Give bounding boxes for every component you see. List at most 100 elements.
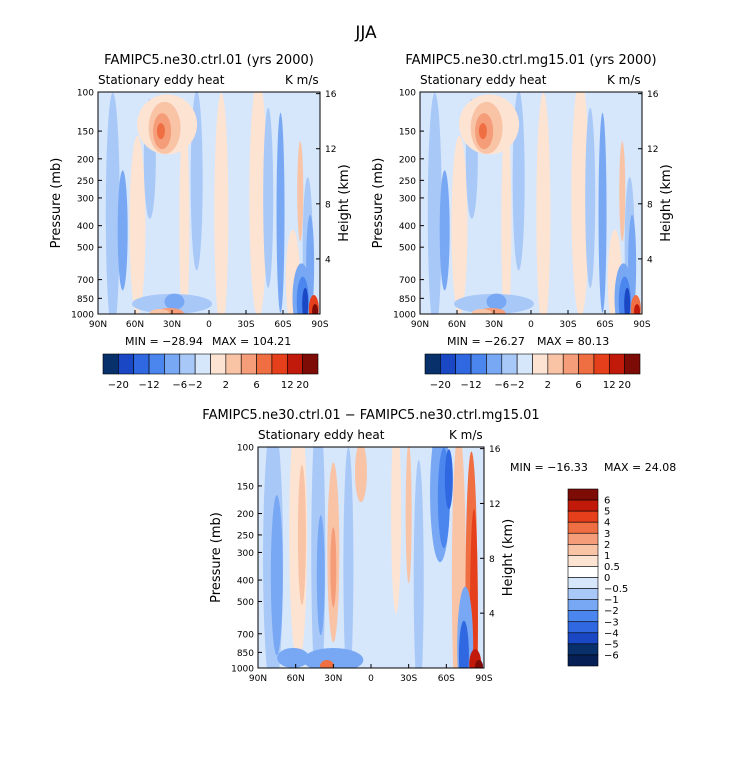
min-label: MIN = −28.94 bbox=[125, 335, 203, 348]
colorbar-cell bbox=[567, 521, 599, 534]
contour-region bbox=[354, 447, 367, 503]
contour-region bbox=[451, 447, 466, 668]
colorbar-label: 0 bbox=[604, 573, 610, 584]
x-tick-label: 30S bbox=[400, 674, 417, 684]
min-label: MIN = −16.33 bbox=[510, 461, 588, 474]
colorbar-cell bbox=[440, 353, 457, 375]
colorbar-cell bbox=[532, 353, 549, 375]
y-tick-label: 100 bbox=[237, 444, 254, 454]
contour-region bbox=[624, 287, 631, 314]
panel-2: FAMIPC5.ne30.ctrl.mg15.01 (yrs 2000) Stat… bbox=[371, 53, 674, 391]
colorbar-label: −6 bbox=[172, 380, 187, 391]
colorbar-cell bbox=[225, 353, 242, 375]
x-tick-label: 90S bbox=[475, 674, 492, 684]
contour-region bbox=[501, 115, 512, 314]
y-tick-label: 150 bbox=[77, 128, 94, 138]
x-tick-label: 60N bbox=[448, 320, 466, 330]
y-right-tick-label: 4 bbox=[489, 610, 495, 620]
colorbar-label: −2 bbox=[510, 380, 525, 391]
min-label: MIN = −26.27 bbox=[447, 335, 525, 348]
contour-region bbox=[276, 112, 285, 313]
contour-region bbox=[277, 647, 310, 668]
y-tick-label: 850 bbox=[237, 649, 254, 659]
colorbar-label: −20 bbox=[430, 380, 451, 391]
x-tick-label: 0 bbox=[368, 674, 374, 684]
y-tick-label: 400 bbox=[399, 222, 416, 232]
y-axis-label: Pressure (mb) bbox=[49, 158, 64, 249]
x-tick-label: 60S bbox=[596, 320, 613, 330]
y-right-tick-label: 8 bbox=[325, 200, 331, 210]
contour-region bbox=[474, 660, 483, 668]
y-right-axis-label: Height (km) bbox=[659, 164, 674, 241]
colorbar-label: −1 bbox=[604, 595, 619, 606]
y-right-tick-label: 12 bbox=[325, 145, 336, 155]
y-tick-label: 150 bbox=[237, 482, 254, 492]
colorbar-label: 20 bbox=[618, 380, 631, 391]
contour-region bbox=[391, 447, 402, 614]
colorbar-cell bbox=[608, 353, 625, 375]
contour-field bbox=[258, 447, 484, 668]
contour-region bbox=[316, 515, 325, 636]
panel-subtitle-right: K m/s bbox=[607, 73, 641, 87]
colorbar-cell bbox=[102, 353, 119, 375]
x-tick-label: 30N bbox=[163, 320, 181, 330]
y-tick-label: 700 bbox=[237, 630, 254, 640]
colorbar-cell bbox=[455, 353, 472, 375]
colorbar-cell bbox=[286, 353, 303, 375]
colorbar-cell bbox=[210, 353, 227, 375]
y-tick-label: 300 bbox=[237, 549, 254, 559]
colorbar-cell bbox=[148, 353, 165, 375]
x-tick-label: 60S bbox=[438, 674, 455, 684]
y-tick-label: 1000 bbox=[231, 665, 254, 675]
colorbar-cell bbox=[516, 353, 533, 375]
y-tick-label: 700 bbox=[77, 276, 94, 286]
colorbar-label: 6 bbox=[253, 380, 259, 391]
colorbar-cell bbox=[578, 353, 595, 375]
x-tick-label: 0 bbox=[206, 320, 212, 330]
x-tick-label: 60N bbox=[287, 674, 305, 684]
contour-region bbox=[536, 92, 551, 314]
x-tick-label: 30S bbox=[559, 320, 576, 330]
y-right-tick-label: 8 bbox=[489, 555, 495, 565]
y-tick-label: 700 bbox=[399, 276, 416, 286]
colorbar-cell bbox=[567, 610, 599, 623]
y-tick-label: 850 bbox=[77, 295, 94, 305]
colorbar-cell bbox=[567, 632, 599, 645]
colorbar-label: 12 bbox=[281, 380, 294, 391]
colorbar-label: −12 bbox=[461, 380, 482, 391]
contour-field bbox=[98, 92, 320, 314]
contour-region bbox=[405, 447, 412, 584]
colorbar-label: 2 bbox=[604, 540, 610, 551]
contour-region bbox=[164, 293, 185, 310]
contour-region bbox=[330, 527, 337, 608]
contour-region bbox=[249, 92, 268, 314]
y-right-tick-label: 16 bbox=[647, 90, 659, 100]
panel-title: FAMIPC5.ne30.ctrl.01 (yrs 2000) bbox=[104, 53, 314, 68]
y-tick-label: 100 bbox=[399, 89, 416, 99]
x-tick-label: 90N bbox=[249, 674, 267, 684]
colorbar-label: −5 bbox=[604, 639, 619, 650]
x-tick-label: 30S bbox=[237, 320, 254, 330]
contour-region bbox=[302, 287, 309, 314]
colorbar-cell bbox=[118, 353, 135, 375]
colorbar-label: −3 bbox=[604, 617, 619, 628]
colorbar-cell bbox=[567, 643, 599, 656]
panel-subtitle-left: Stationary eddy heat bbox=[258, 428, 385, 442]
y-tick-label: 200 bbox=[237, 510, 254, 520]
colorbar-label: 2 bbox=[545, 380, 551, 391]
y-right-tick-label: 4 bbox=[325, 255, 331, 265]
y-axis-label: Pressure (mb) bbox=[209, 512, 224, 603]
colorbar-label: 1 bbox=[604, 551, 610, 562]
y-tick-label: 200 bbox=[399, 155, 416, 165]
y-right-tick-label: 8 bbox=[647, 200, 653, 210]
colorbar-label: 12 bbox=[603, 380, 616, 391]
y-tick-label: 400 bbox=[237, 577, 254, 587]
colorbar-label: 5 bbox=[604, 507, 610, 518]
contour-region bbox=[439, 170, 450, 291]
colorbar-cell bbox=[133, 353, 150, 375]
panel-subtitle-left: Stationary eddy heat bbox=[420, 73, 547, 87]
colorbar-cell bbox=[271, 353, 288, 375]
contour-region bbox=[413, 460, 424, 668]
colorbar-label: −12 bbox=[139, 380, 160, 391]
